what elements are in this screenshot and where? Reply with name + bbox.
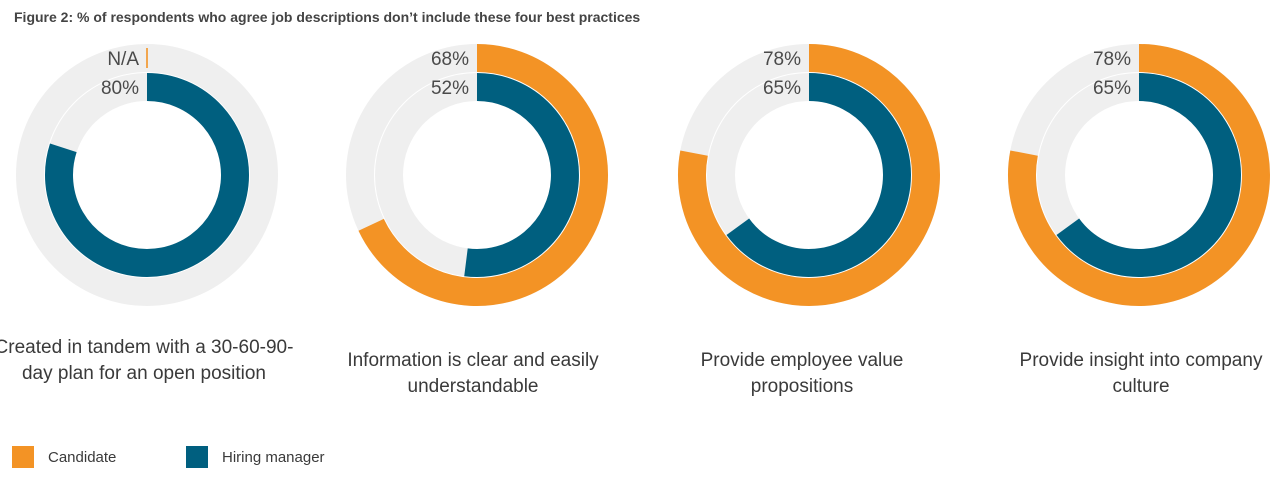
value-label-hiring-manager: 80% — [101, 78, 139, 99]
value-label-candidate: 68% — [431, 49, 469, 70]
donut-chart-3: 78%65% — [678, 44, 940, 306]
value-label-candidate: 78% — [1093, 49, 1131, 70]
donut-caption-3: Provide employee value propositions — [700, 350, 904, 397]
chart-title: Figure 2: % of respondents who agree job… — [14, 9, 641, 25]
legend-candidate: Candidate — [12, 446, 116, 468]
arc-hiring-manager — [45, 73, 249, 277]
legend-label-candidate: Candidate — [48, 448, 117, 466]
donut-caption-1: Created in tandem with a 30-60-90-day pl… — [0, 337, 294, 384]
legend-swatch-candidate — [12, 446, 34, 468]
value-label-hiring-manager: 65% — [763, 78, 801, 99]
arc-hiring-manager — [464, 73, 579, 277]
arc-hiring-manager — [726, 73, 911, 277]
arc-candidate — [358, 44, 608, 306]
legend-label-hiring-manager: Hiring manager — [222, 448, 325, 466]
value-label-hiring-manager: 52% — [431, 78, 469, 99]
arc-hiring-manager — [1056, 73, 1241, 277]
arc-candidate — [678, 44, 940, 306]
arc-candidate — [1008, 44, 1270, 306]
donut-caption-4: Provide insight into company culture — [1019, 350, 1263, 397]
donut-chart-1: N/A 80% — [16, 44, 278, 306]
legend-hiring-manager: Hiring manager — [186, 446, 325, 468]
value-label-candidate: 78% — [763, 49, 801, 70]
value-label-hiring-manager: 65% — [1093, 78, 1131, 99]
donut-chart-4: 78%65% — [1008, 44, 1270, 306]
value-label-candidate: N/A — [107, 49, 139, 70]
donut-caption-2: Information is clear and easily understa… — [347, 350, 599, 397]
donut-chart-2: 68%52% — [346, 44, 608, 306]
legend-swatch-hiring-manager — [186, 446, 208, 468]
